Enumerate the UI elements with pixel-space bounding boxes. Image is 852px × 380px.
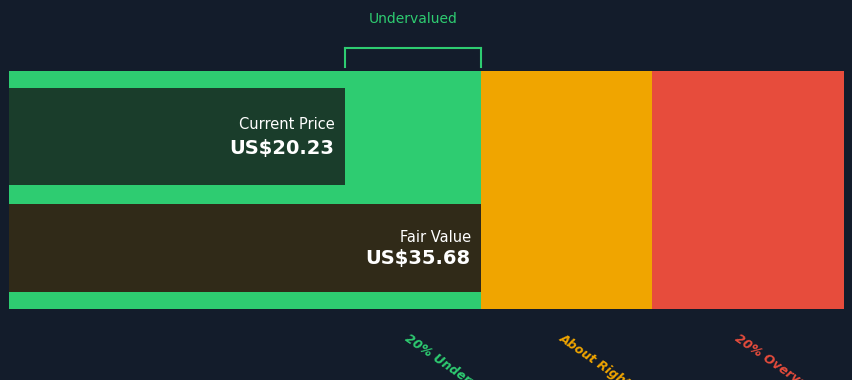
Text: 20% Overvalued: 20% Overvalued [732,331,833,380]
Text: About Right: About Right [556,331,633,380]
Text: 20% Undervalued: 20% Undervalued [402,331,511,380]
Bar [481,71,652,309]
Text: US$20.23: US$20.23 [229,139,334,158]
Text: Undervalued: Undervalued [368,12,457,26]
Bar [9,71,481,309]
Bar [9,87,344,185]
Text: Fair Value: Fair Value [400,230,470,245]
Bar [652,71,843,309]
Text: Current Price: Current Price [239,117,334,132]
Bar [9,204,481,293]
Text: US$35.68: US$35.68 [366,250,470,269]
